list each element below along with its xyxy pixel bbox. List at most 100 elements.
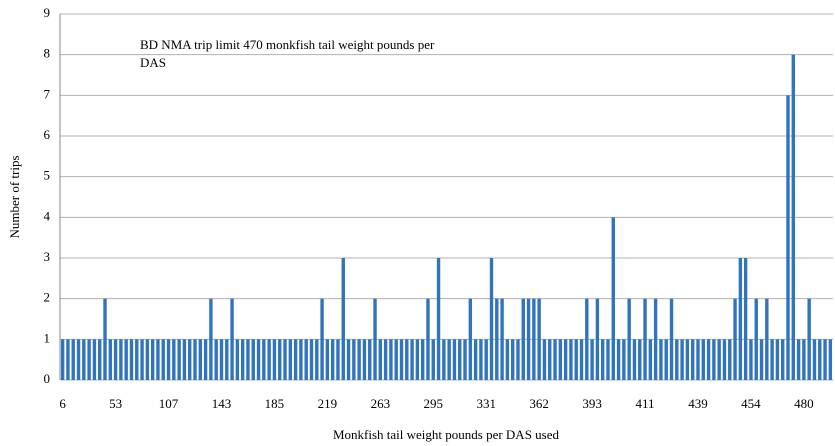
bar (346, 339, 351, 380)
bar (590, 339, 594, 380)
bar (108, 339, 112, 380)
bar (627, 298, 631, 380)
bar (463, 339, 467, 380)
bar (362, 339, 367, 380)
bar (383, 339, 388, 380)
bar (267, 339, 271, 380)
bar (209, 298, 213, 380)
bar (76, 339, 81, 380)
y-tick-label: 8 (44, 46, 51, 61)
bar (389, 339, 393, 380)
x-axis-title: Monkfish tail weight pounds per DAS used (333, 427, 560, 442)
x-tick-label: 331 (476, 396, 496, 411)
bar (145, 339, 150, 380)
bar (193, 339, 197, 380)
bar (738, 258, 743, 380)
bar (87, 339, 91, 380)
annotation: DAS (140, 55, 166, 70)
bar (722, 339, 727, 380)
bar (410, 339, 414, 380)
bar (272, 339, 277, 380)
bar (537, 298, 541, 380)
bar (675, 339, 679, 380)
bar (802, 339, 806, 380)
bar (71, 339, 75, 380)
bar (759, 339, 764, 380)
bar (341, 258, 345, 380)
bar (563, 339, 568, 380)
bar (638, 339, 642, 380)
bar (198, 339, 202, 380)
bar (685, 339, 690, 380)
bar (352, 339, 356, 380)
bar (182, 339, 187, 380)
bar (330, 339, 335, 380)
bar (66, 339, 70, 380)
bar (452, 339, 457, 380)
bar (426, 298, 430, 380)
bar (129, 339, 134, 380)
annotation: BD NMA trip limit 470 monkfish tail weig… (140, 37, 435, 52)
bar (548, 339, 552, 380)
bar (823, 339, 827, 380)
bar (558, 339, 563, 380)
y-tick-label: 3 (44, 249, 51, 264)
bar (124, 339, 128, 380)
bar (653, 298, 658, 380)
bar (214, 339, 218, 380)
bar (516, 339, 520, 380)
y-tick-label: 4 (44, 208, 51, 223)
bar (278, 339, 282, 380)
bar (420, 339, 425, 380)
bar (495, 298, 499, 380)
bar (140, 339, 144, 380)
bar (436, 258, 441, 380)
bar (706, 339, 711, 380)
bar (664, 339, 668, 380)
y-tick-label: 1 (44, 330, 51, 345)
bar (484, 339, 488, 380)
x-tick-label: 143 (212, 396, 232, 411)
bar (235, 339, 240, 380)
bar (701, 339, 705, 380)
x-tick-label: 439 (688, 396, 708, 411)
x-tick-label: 393 (582, 396, 602, 411)
x-tick-label: 411 (636, 396, 655, 411)
bar (458, 339, 462, 380)
bar (225, 339, 229, 380)
x-tick-label: 219 (318, 396, 338, 411)
bar (574, 339, 578, 380)
bar (696, 339, 700, 380)
bar (293, 339, 298, 380)
bar (818, 339, 822, 380)
bar (203, 339, 208, 380)
bar (500, 298, 504, 380)
bar (632, 339, 637, 380)
y-tick-label: 7 (44, 86, 51, 101)
y-axis-title: Number of trips (7, 155, 22, 238)
bar (394, 339, 398, 380)
bar (775, 339, 780, 380)
bar (505, 339, 510, 380)
bar (622, 339, 626, 380)
bar (156, 339, 160, 380)
bar (172, 339, 176, 380)
bar (320, 298, 324, 380)
bar (770, 339, 774, 380)
x-tick-label: 295 (424, 396, 444, 411)
bar (569, 339, 573, 380)
bar (357, 339, 361, 380)
bar (119, 339, 123, 380)
bar (309, 339, 314, 380)
bar (150, 339, 155, 380)
bar (473, 339, 478, 380)
y-tick-label: 5 (44, 168, 51, 183)
bar (728, 339, 732, 380)
bar (532, 298, 536, 380)
bar (616, 339, 621, 380)
bar (283, 339, 287, 380)
bar (542, 339, 547, 380)
bar (336, 339, 340, 380)
x-tick-label: 53 (109, 396, 122, 411)
